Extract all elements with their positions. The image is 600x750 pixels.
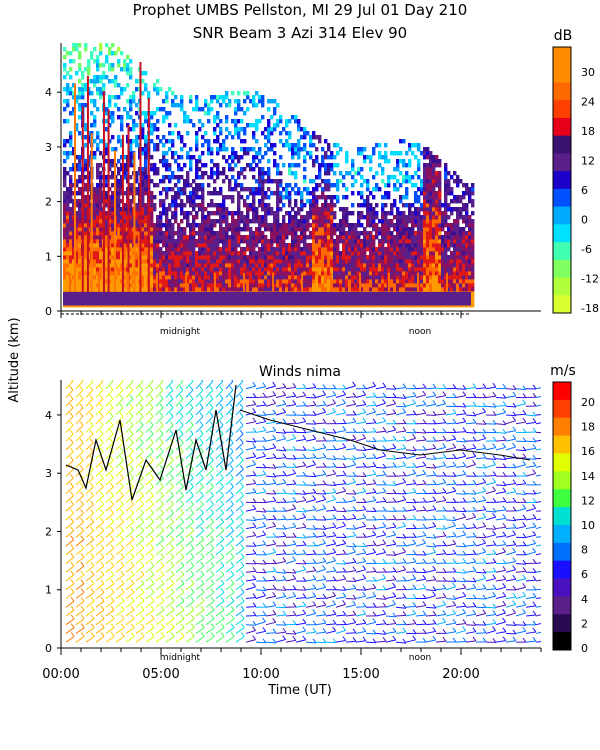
snr-y-tick-label-1: 1 [45,250,52,263]
snr-y-tick-label-4: 4 [45,86,52,99]
y-axis-label: Altitude (km) [7,317,22,402]
snr-colorbar-label: 30 [581,66,595,79]
snr-heatmap [63,43,475,308]
snr-colorbar-label: 24 [581,96,595,109]
winds-y-tick-label-0: 0 [45,642,52,655]
figure-subtitle: SNR Beam 3 Azi 314 Elev 90 [193,24,407,42]
x-axis-label: Time (UT) [267,683,332,698]
winds-colorbar-swatch [553,578,571,597]
snr-colorbar-swatch [553,224,571,243]
winds-midnight-marker: midnight [160,653,201,663]
snr-panel: 0 1 2 3 4 midnight noon [45,43,541,337]
winds-colorbar-swatch [553,632,571,651]
winds-y-tick-label-4: 4 [45,409,52,422]
winds-y-ticks: 0 1 2 3 4 [45,409,61,655]
winds-x-ticks [60,648,542,655]
snr-colorbar-swatch [553,100,571,119]
winds-barbs [65,380,541,644]
winds-colorbar-swatch [553,560,571,580]
snr-noon-marker: noon [409,327,431,337]
time-tick-label: 15:00 [342,667,379,682]
snr-colorbar-label: -18 [581,302,599,315]
winds-colorbar-unit: m/s [550,363,576,379]
winds-noon-marker: noon [409,653,431,663]
snr-colorbar-swatch [553,242,571,261]
snr-colorbar-swatch [553,82,571,101]
winds-panel: Winds nima 0 1 2 3 4 midnight noon [45,364,542,663]
winds-contour [65,384,237,501]
snr-colorbar-label: 0 [581,214,588,227]
winds-colorbar-label: 6 [581,568,588,581]
winds-colorbar-label: 12 [581,494,595,507]
winds-colorbar-swatch [553,417,571,437]
winds-colorbar-label: 0 [581,642,588,655]
figure-title: Prophet UMBS Pellston, MI 29 Jul 01 Day … [133,1,468,19]
winds-y-tick-label-1: 1 [45,584,52,597]
winds-colorbar-frame [552,381,572,651]
snr-colorbar-swatch [553,277,571,296]
snr-y-tick-label-2: 2 [45,196,52,209]
snr-colorbar-frame [552,46,572,314]
winds-colorbar-swatch [553,382,571,401]
snr-colorbar-swatch [553,188,571,208]
snr-x-ticks [60,311,471,318]
snr-colorbar-swatch [553,135,571,154]
winds-colorbar-swatch [553,542,571,562]
snr-y-tick-label-3: 3 [45,141,52,154]
snr-colorbar: dB 30 24 18 12 6 0 -6 -12 -18 [552,28,599,315]
snr-colorbar-label: -12 [581,273,599,286]
winds-colorbar-label: 20 [581,396,595,409]
winds-colorbar-swatch [553,507,571,526]
snr-colorbar-label: 12 [581,155,595,168]
winds-colorbar-label: 8 [581,544,588,557]
snr-colorbar-swatch [553,171,571,190]
winds-colorbar-swatch [553,596,571,615]
winds-colorbar-swatch [553,524,571,544]
snr-colorbar-swatch [553,64,571,83]
winds-colorbar-label: 4 [581,593,588,606]
winds-colorbar-label: 10 [581,519,595,532]
snr-y-ticks: 0 1 2 3 4 [45,86,61,318]
snr-colorbar-swatch [553,295,571,314]
snr-colorbar-label: -6 [581,243,592,256]
winds-colorbar-swatch [553,453,571,472]
winds-title: Winds nima [259,364,341,380]
winds-contour [239,409,531,461]
winds-colorbar-swatch [553,614,571,633]
snr-colorbar-label: 18 [581,125,595,138]
time-tick-label: 05:00 [142,667,179,682]
snr-colorbar-label: 6 [581,184,588,197]
winds-colorbar-label: 2 [581,617,588,630]
time-tick-label: 00:00 [42,667,79,682]
winds-y-tick-label-3: 3 [45,467,52,480]
snr-colorbar-swatch [553,259,571,279]
snr-y-tick-label-0: 0 [45,305,52,318]
winds-colorbar-label: 18 [581,421,595,434]
winds-colorbar-swatch [553,471,571,490]
snr-colorbar-swatch [553,206,571,225]
time-tick-labels: 00:00 05:00 10:00 15:00 20:00 [42,667,479,682]
snr-midnight-marker: midnight [160,327,201,337]
snr-colorbar-swatch [553,47,571,66]
snr-colorbar-unit: dB [554,28,573,44]
winds-colorbar-label: 14 [581,470,595,483]
snr-colorbar-swatch [553,153,571,172]
winds-colorbar-label: 16 [581,445,595,458]
snr-colorbar-swatch [553,117,571,137]
time-tick-label: 10:00 [242,667,279,682]
winds-y-tick-label-2: 2 [45,525,52,538]
winds-colorbar-swatch [553,489,571,508]
winds-colorbar-swatch [553,399,571,419]
time-tick-label: 20:00 [442,667,479,682]
winds-colorbar-swatch [553,435,571,454]
